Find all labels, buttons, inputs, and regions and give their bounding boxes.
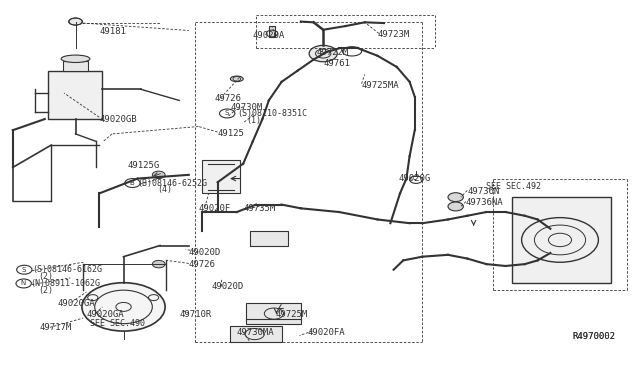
Text: 49761: 49761 xyxy=(323,59,350,68)
Text: (S)08146-6162G: (S)08146-6162G xyxy=(32,265,102,274)
Bar xyxy=(246,303,301,324)
Text: N: N xyxy=(20,280,26,286)
Text: B: B xyxy=(129,180,134,186)
Bar xyxy=(48,71,102,119)
Text: 49125: 49125 xyxy=(218,129,244,138)
Text: 49181: 49181 xyxy=(99,27,126,36)
Text: 49725MA: 49725MA xyxy=(362,81,399,90)
Text: 49730M: 49730M xyxy=(230,103,262,112)
Text: 49726: 49726 xyxy=(189,260,216,269)
Text: 49125G: 49125G xyxy=(128,161,160,170)
Text: 49723M: 49723M xyxy=(378,30,410,39)
Bar xyxy=(63,61,88,71)
Text: 49717M: 49717M xyxy=(40,323,72,332)
Circle shape xyxy=(448,202,463,211)
Text: 49020D: 49020D xyxy=(189,248,221,257)
Text: 49020GB: 49020GB xyxy=(99,115,137,124)
Ellipse shape xyxy=(230,76,243,82)
Bar xyxy=(202,160,240,193)
Text: SEE SEC.492: SEE SEC.492 xyxy=(486,182,541,190)
Circle shape xyxy=(309,45,337,62)
Text: 49020F: 49020F xyxy=(198,204,230,213)
Text: 49020GA: 49020GA xyxy=(58,299,95,308)
Circle shape xyxy=(152,171,165,179)
Text: 49710R: 49710R xyxy=(179,310,211,319)
Text: 49726: 49726 xyxy=(214,94,241,103)
Text: 49020A: 49020A xyxy=(253,31,285,40)
Circle shape xyxy=(82,283,165,331)
Text: 49020GA: 49020GA xyxy=(86,310,124,319)
Text: S: S xyxy=(22,267,26,273)
Text: 49730MA: 49730MA xyxy=(237,328,275,337)
Text: (2): (2) xyxy=(38,272,53,280)
Text: 49020G: 49020G xyxy=(398,174,430,183)
Text: (S)08110-8351C: (S)08110-8351C xyxy=(237,109,307,118)
Text: 49736NA: 49736NA xyxy=(466,198,504,207)
Text: R4970002: R4970002 xyxy=(573,332,616,341)
Text: 49725M: 49725M xyxy=(275,310,307,319)
Text: R4970002: R4970002 xyxy=(573,332,616,341)
Text: (N)08911-1062G: (N)08911-1062G xyxy=(31,279,100,288)
Text: (B)08146-6252G: (B)08146-6252G xyxy=(138,179,207,187)
Text: (4): (4) xyxy=(157,185,172,194)
Text: 49735M: 49735M xyxy=(243,204,275,213)
Circle shape xyxy=(448,193,463,202)
Ellipse shape xyxy=(68,18,83,25)
Bar xyxy=(250,231,288,246)
Text: 49020FA: 49020FA xyxy=(307,328,345,337)
Circle shape xyxy=(152,260,165,268)
Text: S: S xyxy=(225,110,228,116)
Text: SEE SEC.490: SEE SEC.490 xyxy=(90,319,145,328)
Bar xyxy=(269,26,275,37)
Text: (2): (2) xyxy=(38,286,53,295)
Text: 49736N: 49736N xyxy=(467,187,499,196)
Bar xyxy=(230,326,282,342)
Text: 49722M: 49722M xyxy=(317,48,349,57)
Text: (1): (1) xyxy=(246,116,261,125)
Ellipse shape xyxy=(61,55,90,62)
Bar xyxy=(512,197,611,283)
Text: 49020D: 49020D xyxy=(211,282,243,291)
